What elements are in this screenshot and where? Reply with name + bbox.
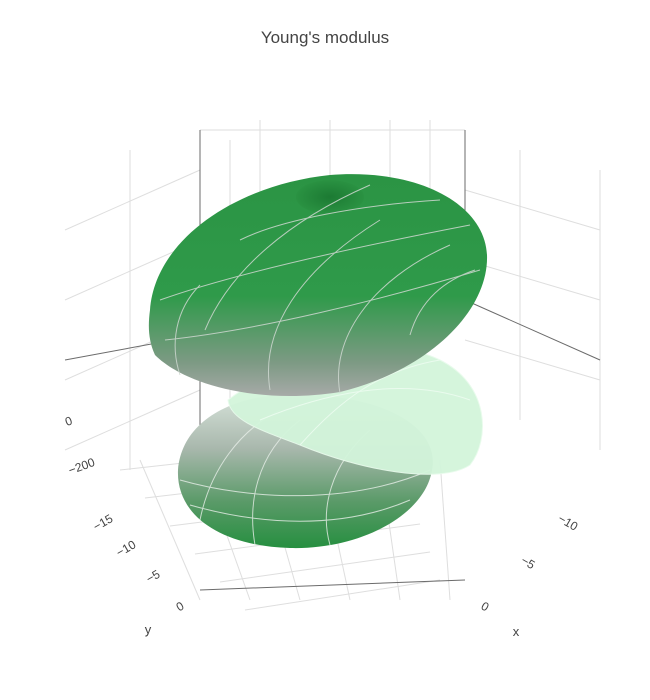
x-tick-label: −10 — [556, 511, 581, 533]
y-tick-label: −15 — [91, 511, 116, 533]
upper-surface[interactable] — [148, 174, 488, 397]
grid-line — [139, 459, 201, 601]
grid-line — [219, 551, 431, 583]
grid-line — [464, 259, 601, 301]
grid-line — [464, 189, 601, 231]
dimple — [296, 180, 364, 214]
chart-title: Young's modulus — [260, 28, 390, 47]
grid-line — [464, 339, 601, 381]
x-tick-label: 0 — [479, 599, 492, 615]
y-tick-label: 0 — [174, 599, 187, 615]
x-axis-title: x — [513, 624, 520, 639]
grid-line — [64, 389, 201, 451]
tick-labels: 0 −5 −10 −15 0 −5 −10 0 −200 — [63, 413, 580, 614]
y-tick-label: −5 — [144, 567, 163, 586]
x-tick-label: −5 — [519, 553, 538, 572]
z-tick-label: −200 — [67, 455, 97, 478]
z-tick-label: 0 — [63, 413, 74, 429]
grid-line — [64, 169, 201, 231]
y-tick-label: −10 — [114, 537, 139, 559]
grid-line — [244, 579, 441, 611]
grid-line — [439, 459, 451, 601]
y-axis-title: y — [145, 622, 152, 637]
